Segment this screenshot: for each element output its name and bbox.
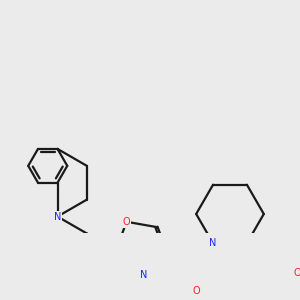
Text: O: O <box>192 286 200 296</box>
Text: O: O <box>123 217 130 227</box>
Polygon shape <box>213 242 247 245</box>
Text: N: N <box>54 212 61 221</box>
Text: N: N <box>209 238 217 248</box>
Text: O: O <box>294 268 300 278</box>
Text: N: N <box>140 270 147 280</box>
